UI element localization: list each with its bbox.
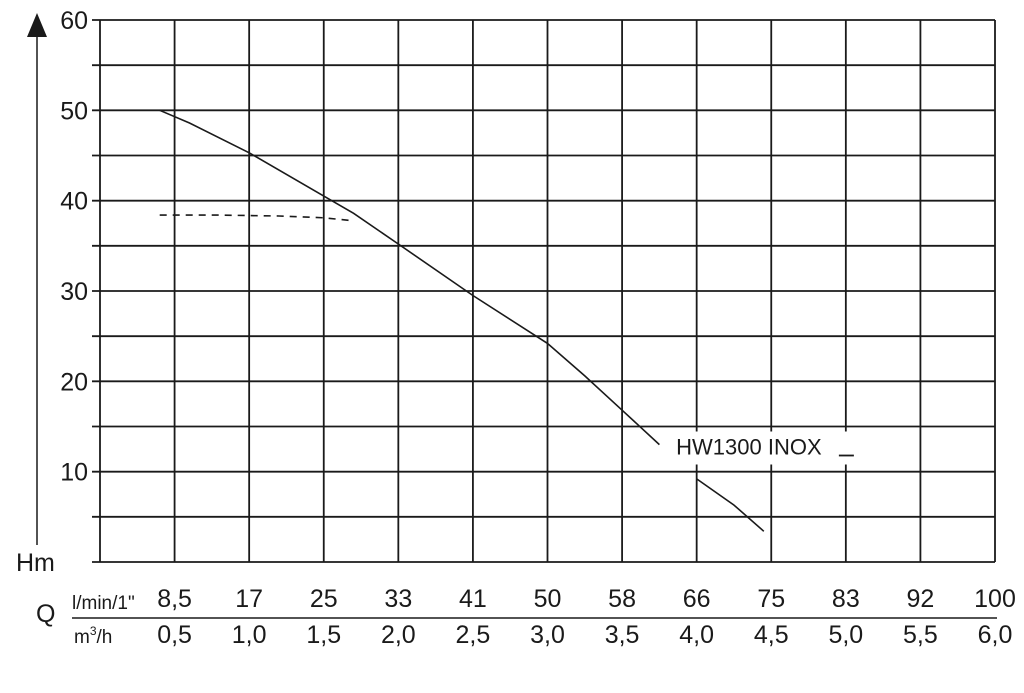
chart-series [159, 109, 765, 532]
series-annotation-label: HW1300 INOX [676, 435, 822, 460]
x-volume-tick-label: 2,0 [381, 621, 416, 649]
x-volume-tick-label: 5,0 [828, 621, 863, 649]
chart-annotations: HW1300 INOX [668, 431, 861, 465]
x-volume-tick-label: 3,5 [605, 621, 640, 649]
x-volume-tick-label: 6,0 [978, 621, 1013, 649]
x-volume-tick-label: 3,0 [530, 621, 565, 649]
y-tick-label: 60 [60, 7, 88, 35]
tick-labels: 10 20 30 40 50 60 8,5 17 25 33 41 50 58 66 75 83 92 100 0,… [60, 7, 1016, 649]
curve-hw1300-inox [159, 109, 660, 446]
x-volume-tick-label: 0,5 [157, 621, 192, 649]
x-volume-tick-label: 2,5 [456, 621, 491, 649]
x-flow-tick-label: 75 [757, 585, 785, 613]
x-flow-tick-label: 41 [459, 585, 487, 613]
x-volume-tick-label: 1,5 [306, 621, 341, 649]
x-flow-tick-label: 83 [832, 585, 860, 613]
y-tick-label: 30 [60, 278, 88, 306]
x-flow-tick-label: 100 [974, 585, 1016, 613]
annotation-background [668, 431, 861, 465]
x-flow-unit-label: l/min/1" [72, 593, 135, 614]
x-volume-tick-label: 1,0 [232, 621, 267, 649]
x-flow-tick-label: 92 [907, 585, 935, 613]
y-tick-label: 40 [60, 188, 88, 216]
x-flow-tick-label: 17 [235, 585, 263, 613]
y-axis-arrow-icon [27, 13, 47, 37]
y-axis-label: Hm [16, 549, 55, 577]
y-tick-label: 20 [60, 368, 88, 396]
x-flow-tick-label: 33 [384, 585, 412, 613]
x-volume-tick-label: 4,0 [679, 621, 714, 649]
x-volume-tick-label: 5,5 [903, 621, 938, 649]
chart-grid [92, 19, 996, 563]
x-flow-tick-label: 50 [534, 585, 562, 613]
x-volume-unit-superscript: 3 [90, 624, 97, 638]
y-tick-label: 50 [60, 97, 88, 125]
curve-hw1300-inox [696, 478, 765, 532]
x-flow-tick-label: 66 [683, 585, 711, 613]
x-volume-unit-label: m3/h [74, 624, 112, 648]
y-tick-label: 10 [60, 459, 88, 487]
x-volume-tick-label: 4,5 [754, 621, 789, 649]
curve-dashed [159, 214, 351, 222]
x-flow-tick-label: 25 [310, 585, 338, 613]
chart-axes: Hm Q l/min/1" m3/h [16, 13, 997, 648]
x-flow-tick-label: 58 [608, 585, 636, 613]
x-axis-symbol: Q [36, 600, 55, 628]
x-flow-tick-label: 8,5 [157, 585, 192, 613]
